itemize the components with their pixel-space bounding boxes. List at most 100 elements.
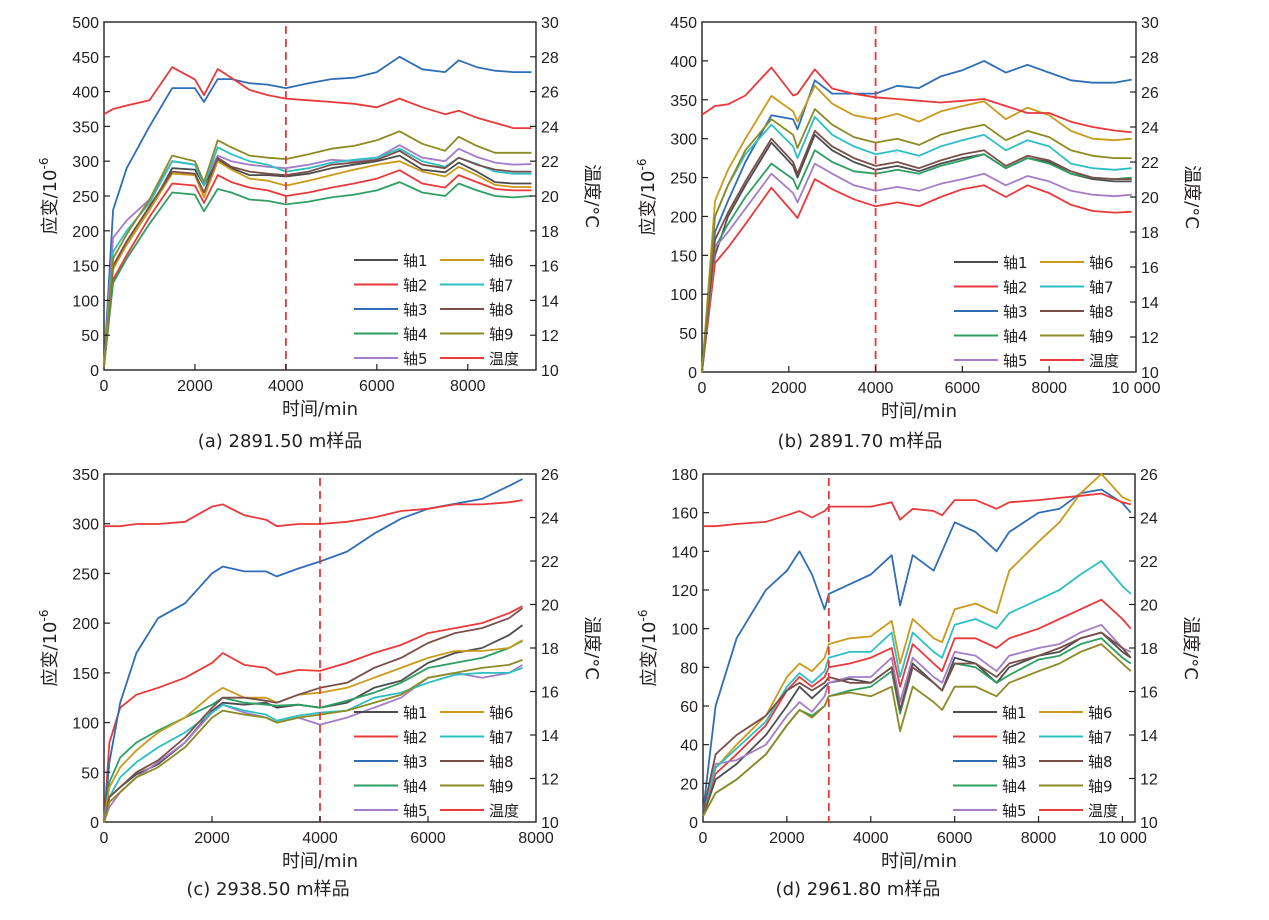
series-line-axis-6 <box>701 84 1132 373</box>
y-tick-label: 120 <box>671 583 698 600</box>
x-tick-label: 0 <box>699 830 708 847</box>
y-tick-label: 300 <box>72 517 99 534</box>
series-line-axis-8 <box>701 129 1132 373</box>
series-line-axis-4 <box>103 640 523 823</box>
x-tick-label: 8000 <box>1021 830 1057 847</box>
y-tick-label: 0 <box>689 815 698 832</box>
legend-label: 轴6 <box>1089 254 1114 272</box>
y-axis-title: 应变/10-6 <box>37 158 61 235</box>
y-axis-title-main: 应变/10 <box>639 622 660 687</box>
x-tick-label: 0 <box>100 830 109 847</box>
panel-caption: (b) 2891.70 m样品 <box>778 431 943 452</box>
y-axis-title: 应变/10-6 <box>635 159 659 236</box>
y-tick-label: 40 <box>680 738 698 755</box>
legend-label: 轴7 <box>1089 279 1114 297</box>
legend-item: 轴1 <box>953 704 1027 722</box>
y-tick-label: 0 <box>90 363 99 380</box>
series-line-axis-8 <box>103 607 524 823</box>
y2-tick-label: 12 <box>1141 330 1159 347</box>
y-axis-title-main: 应变/10 <box>40 170 61 235</box>
legend-label: 轴7 <box>1088 729 1113 747</box>
y2-tick-label: 26 <box>1140 467 1158 484</box>
series-line-axis-2 <box>701 178 1132 373</box>
y-tick-label: 200 <box>670 209 697 226</box>
y-tick-label: 100 <box>72 716 99 733</box>
y-axis-title: 应变/10-6 <box>636 610 660 687</box>
y2-tick-label: 26 <box>1141 85 1159 102</box>
plot-frame <box>701 21 1137 373</box>
y2-tick-label: 30 <box>541 15 559 32</box>
y-axis-title-exponent: -6 <box>636 610 650 622</box>
legend-item: 轴2 <box>954 279 1028 297</box>
y-tick-label: 400 <box>72 85 99 102</box>
series-line-axis-3 <box>103 55 532 367</box>
y-tick-label: 100 <box>671 622 698 639</box>
y-axis-title-exponent: -6 <box>37 158 51 170</box>
y2-tick-label: 12 <box>1140 772 1158 789</box>
legend-item: 轴9 <box>1040 328 1114 346</box>
y2-tick-label: 20 <box>1141 190 1159 207</box>
y-tick-label: 160 <box>671 506 698 523</box>
y-tick-label: 300 <box>72 154 99 171</box>
y-tick-label: 0 <box>688 365 697 382</box>
y2-tick-label: 16 <box>541 259 559 276</box>
series-line-axis-2 <box>702 598 1132 813</box>
y-tick-label: 60 <box>680 699 698 716</box>
y-tick-label: 50 <box>679 326 697 343</box>
x-tick-label: 10 000 <box>1098 830 1147 847</box>
y-tick-label: 500 <box>72 15 99 32</box>
legend-label: 轴5 <box>1003 352 1028 370</box>
y-tick-label: 100 <box>670 287 697 304</box>
y-tick-label: 20 <box>680 776 698 793</box>
y2-tick-label: 10 <box>1140 815 1158 832</box>
legend-item: 温度 <box>1040 352 1119 370</box>
y2-tick-label: 20 <box>1140 598 1158 615</box>
legend-label: 轴4 <box>1002 778 1027 796</box>
legend-label: 轴9 <box>1089 328 1114 346</box>
y2-tick-label: 20 <box>541 189 559 206</box>
x-tick-label: 0 <box>100 378 109 395</box>
chart-panel-b: 0 2000 4000 6000 8000 10 000 0 50 100 150 200 250 30… <box>635 15 1202 452</box>
series-line-axis-6 <box>103 639 523 823</box>
series-line-axis-3 <box>702 488 1132 813</box>
series-line-axis-7 <box>701 116 1132 373</box>
legend-item: 轴1 <box>354 704 428 722</box>
legend-label: 轴8 <box>489 301 514 319</box>
x-tick-label: 4000 <box>853 830 889 847</box>
series-line-axis-3 <box>701 60 1132 373</box>
legend-label: 轴9 <box>489 326 514 344</box>
legend-label: 轴1 <box>1002 704 1027 722</box>
legend: 轴1 轴2 轴3 轴4 轴5 轴6 轴7 轴8 轴9 温度 <box>953 704 1118 820</box>
series-group <box>702 473 1132 817</box>
legend-label: 轴3 <box>1003 303 1028 321</box>
y2-tick-label: 12 <box>541 328 559 345</box>
y-tick-label: 450 <box>72 50 99 67</box>
y2-tick-label: 26 <box>541 85 559 102</box>
series-line-axis-7 <box>702 560 1132 813</box>
legend-item: 轴2 <box>354 277 428 295</box>
legend: 轴1 轴2 轴3 轴4 轴5 轴6 轴7 轴8 轴9 温度 <box>354 704 519 820</box>
x-tick-label: 4000 <box>302 830 338 847</box>
panel-caption: (d) 2961.80 m样品 <box>776 879 941 900</box>
x-tick-label: 10 000 <box>1112 380 1161 397</box>
legend-item: 轴4 <box>953 778 1027 796</box>
series-line-axis-4 <box>701 149 1132 373</box>
y-tick-label: 80 <box>680 660 698 677</box>
series-line-axis-2 <box>103 605 523 823</box>
legend-item: 轴1 <box>954 254 1028 272</box>
y2-tick-label: 14 <box>541 293 559 310</box>
y2-tick-label: 14 <box>1141 295 1159 312</box>
x-tick-label: 6000 <box>410 830 446 847</box>
legend-label: 轴2 <box>403 729 428 747</box>
y-tick-label: 400 <box>670 54 697 71</box>
legend-item: 轴3 <box>954 303 1028 321</box>
legend-label: 轴9 <box>1088 778 1113 796</box>
legend-item: 轴5 <box>953 802 1027 820</box>
legend-item: 轴6 <box>440 704 514 722</box>
y-tick-label: 150 <box>72 259 99 276</box>
legend-label: 轴4 <box>403 778 428 796</box>
y2-tick-label: 22 <box>541 554 559 571</box>
y2-tick-label: 24 <box>541 119 559 136</box>
legend: 轴1 轴2 轴3 轴4 轴5 轴6 轴7 轴8 轴9 温度 <box>354 252 519 368</box>
